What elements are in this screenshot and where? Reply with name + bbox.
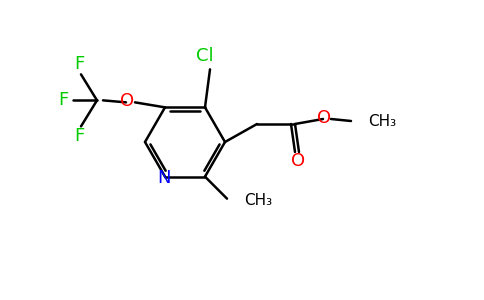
Text: F: F [74,128,84,146]
Text: F: F [74,56,84,74]
Text: N: N [157,169,171,187]
Text: O: O [120,92,134,110]
Text: CH₃: CH₃ [368,113,396,128]
Text: Cl: Cl [196,47,214,65]
Text: F: F [58,92,68,110]
Text: O: O [291,152,305,170]
Text: CH₃: CH₃ [244,193,272,208]
Text: O: O [317,109,331,127]
